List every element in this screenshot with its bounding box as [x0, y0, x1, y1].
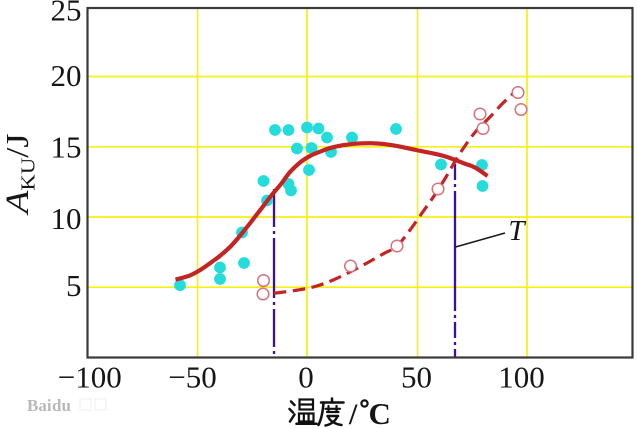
svg-text:/: / — [348, 398, 358, 429]
svg-text:50: 50 — [401, 360, 432, 395]
svg-text:−50: −50 — [168, 360, 216, 395]
svg-text:15: 15 — [51, 130, 82, 165]
svg-text:Bai: Bai — [27, 396, 52, 415]
svg-text:10: 10 — [51, 201, 82, 236]
svg-text:C: C — [369, 396, 391, 429]
svg-text:AKU/J: AKU/J — [0, 134, 40, 216]
svg-text:20: 20 — [51, 58, 82, 93]
svg-text:T: T — [508, 215, 526, 247]
svg-text:5: 5 — [66, 268, 82, 303]
svg-text:100: 100 — [498, 360, 545, 395]
svg-text:25: 25 — [51, 0, 82, 28]
svg-text:du: du — [52, 396, 71, 415]
svg-text:−100: −100 — [58, 360, 122, 395]
svg-text:0: 0 — [298, 360, 314, 395]
